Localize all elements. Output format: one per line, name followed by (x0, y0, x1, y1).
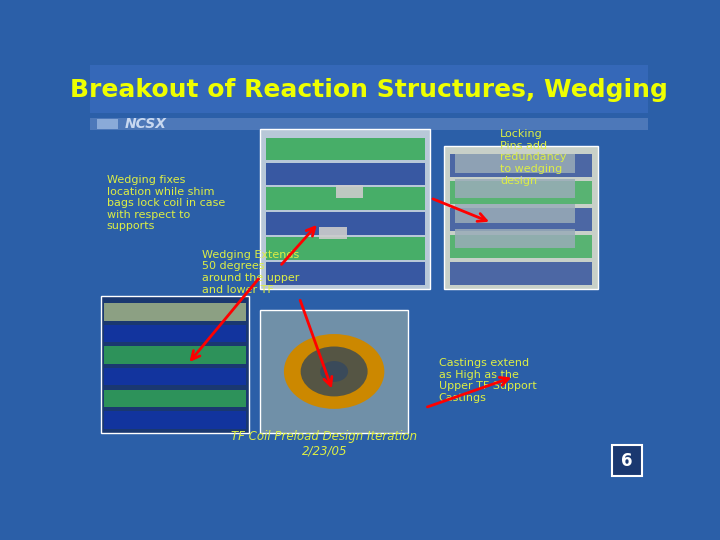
Bar (266, 138, 425, 160)
Bar (104, 389, 246, 407)
Bar (266, 212, 425, 235)
Bar (260, 129, 431, 289)
Bar (104, 346, 246, 364)
Bar (456, 154, 575, 173)
Circle shape (301, 347, 368, 396)
Bar (104, 325, 246, 342)
Bar (90, 118, 648, 131)
Bar (266, 187, 425, 210)
Bar (450, 235, 593, 258)
Bar (450, 181, 593, 204)
Text: 6: 6 (621, 451, 633, 470)
Bar (104, 303, 246, 321)
Bar (260, 310, 408, 433)
Bar (612, 446, 642, 476)
Text: Wedging fixes
location while shim
bags lock coil in case
with respect to
support: Wedging fixes location while shim bags l… (107, 175, 225, 231)
Bar (450, 154, 593, 177)
Text: Breakout of Reaction Structures, Wedging: Breakout of Reaction Structures, Wedging (70, 78, 668, 102)
Bar (456, 179, 575, 198)
Bar (101, 295, 249, 433)
Text: Locking
Pins add
redundancy
to wedging
design: Locking Pins add redundancy to wedging d… (500, 129, 567, 186)
Text: Castings extend
as High as the
Upper TF Support
Castings: Castings extend as High as the Upper TF … (438, 358, 536, 403)
Bar (266, 238, 425, 260)
Bar (266, 262, 425, 285)
Bar (336, 185, 364, 198)
Bar (450, 208, 593, 231)
Bar (97, 119, 119, 129)
Circle shape (320, 361, 348, 382)
Bar (90, 65, 648, 113)
Bar (450, 262, 593, 285)
Text: Wedging Extends
50 degrees
around the upper
and lower TF: Wedging Extends 50 degrees around the up… (202, 250, 299, 295)
Bar (444, 146, 598, 289)
Text: NCSX: NCSX (125, 117, 166, 131)
Bar (104, 368, 246, 386)
Bar (456, 229, 575, 248)
Text: TF Coil Preload Design Iteration
2/23/05: TF Coil Preload Design Iteration 2/23/05 (231, 430, 418, 458)
Circle shape (284, 334, 384, 409)
Bar (104, 411, 246, 429)
Bar (319, 227, 346, 239)
Bar (266, 163, 425, 185)
Bar (456, 204, 575, 223)
